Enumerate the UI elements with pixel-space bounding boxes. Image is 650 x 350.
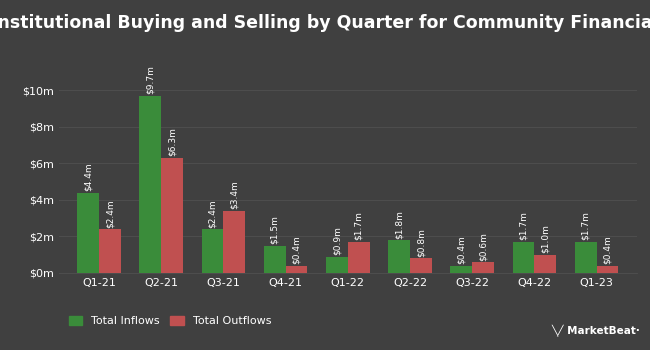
Bar xyxy=(534,255,556,273)
Bar xyxy=(597,266,618,273)
Bar xyxy=(99,229,121,273)
Text: $1.7m: $1.7m xyxy=(581,212,590,240)
Text: $9.7m: $9.7m xyxy=(146,65,155,95)
Bar xyxy=(450,266,472,273)
Text: $1.0m: $1.0m xyxy=(541,224,550,253)
Bar xyxy=(472,262,494,273)
Text: $0.4m: $0.4m xyxy=(603,236,612,264)
Bar xyxy=(388,240,410,273)
Text: $1.5m: $1.5m xyxy=(270,215,279,244)
Text: $1.7m: $1.7m xyxy=(354,212,363,240)
Text: $0.6m: $0.6m xyxy=(478,232,488,261)
Text: $0.9m: $0.9m xyxy=(332,226,341,255)
Bar xyxy=(285,266,307,273)
Bar xyxy=(326,257,348,273)
Bar xyxy=(348,242,369,273)
Text: $2.4m: $2.4m xyxy=(208,199,217,228)
Text: $1.7m: $1.7m xyxy=(519,212,528,240)
Legend: Total Inflows, Total Outflows: Total Inflows, Total Outflows xyxy=(64,311,276,330)
Text: $0.8m: $0.8m xyxy=(417,228,425,257)
Bar xyxy=(264,246,285,273)
Text: $3.4m: $3.4m xyxy=(229,181,239,209)
Bar xyxy=(224,211,245,273)
Text: $6.3m: $6.3m xyxy=(168,128,177,156)
Bar xyxy=(202,229,224,273)
Text: $4.4m: $4.4m xyxy=(84,162,92,191)
Text: Institutional Buying and Selling by Quarter for Community Financial: Institutional Buying and Selling by Quar… xyxy=(0,14,650,32)
Bar xyxy=(139,96,161,273)
Text: $2.4m: $2.4m xyxy=(105,199,114,228)
Text: $0.4m: $0.4m xyxy=(292,236,301,264)
Bar xyxy=(410,258,432,273)
Text: $0.4m: $0.4m xyxy=(457,236,466,264)
Bar xyxy=(77,193,99,273)
Bar xyxy=(575,242,597,273)
Text: ╲╱ MarketBeat·: ╲╱ MarketBeat· xyxy=(551,324,640,336)
Bar xyxy=(161,158,183,273)
Bar xyxy=(513,242,534,273)
Text: $1.8m: $1.8m xyxy=(395,210,404,239)
